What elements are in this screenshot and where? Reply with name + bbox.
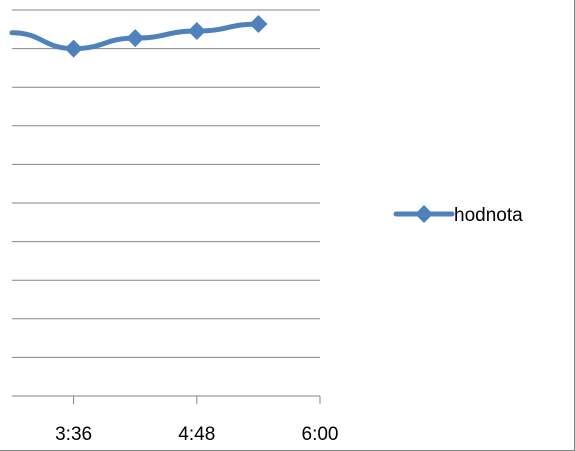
data-point-marker <box>249 15 268 34</box>
gridlines <box>12 9 320 397</box>
series-hodnota <box>9 15 268 58</box>
x-tick-label: 4:48 <box>178 424 215 445</box>
data-point-marker <box>187 22 206 41</box>
x-axis <box>12 395 321 404</box>
data-point-marker <box>64 39 83 58</box>
data-point-marker <box>126 29 145 48</box>
legend-diamond-marker <box>415 205 433 223</box>
x-tick-labels: 3:36 4:48 6:00 <box>55 424 338 445</box>
legend: hodnota <box>393 205 523 226</box>
legend-label: hodnota <box>454 205 523 226</box>
x-tick-label: 6:00 <box>302 424 339 445</box>
x-tick-label: 3:36 <box>55 424 92 445</box>
